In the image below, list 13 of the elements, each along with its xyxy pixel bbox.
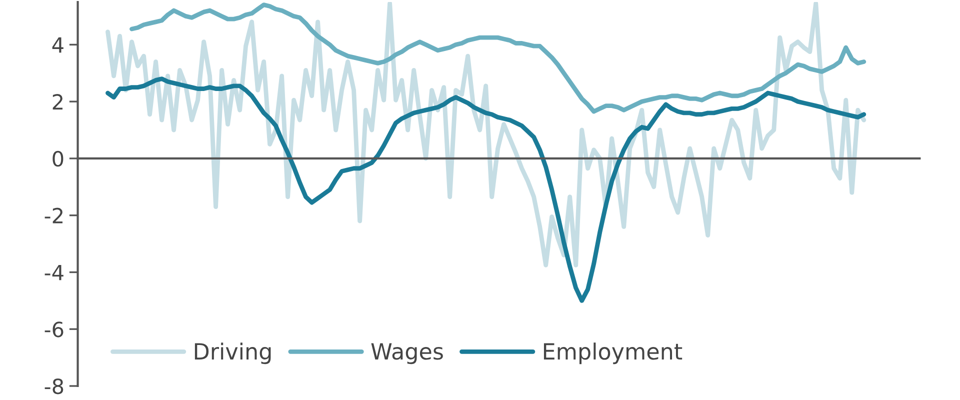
y-tick-label: -4 [44,264,64,280]
y-tick-label: 0 [52,150,64,167]
legend-label: Employment [544,342,682,364]
y-tick-label: 2 [52,94,62,110]
line-series [130,2,866,114]
legend-label: Wages [371,343,443,364]
y-tick-label: 4 [52,37,64,53]
legend-label: Driving [194,342,271,364]
y-tick-label: -8 [44,378,64,394]
line-series [106,76,866,303]
line-series [106,2,866,268]
y-tick-label: -2 [44,208,62,224]
y-tick-label: -6 [44,322,64,338]
